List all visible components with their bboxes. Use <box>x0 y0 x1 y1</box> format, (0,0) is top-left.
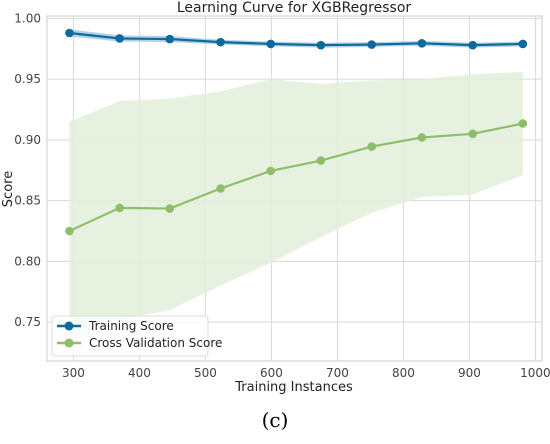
x-tick-label: 400 <box>128 366 151 380</box>
data-point-0 <box>316 40 326 50</box>
data-point-0 <box>518 39 528 49</box>
series-line-1 <box>68 122 524 233</box>
y-tick-label: 0.75 <box>14 315 41 329</box>
x-tick-labels: 300 400 500 600 700 800 900 1000 <box>62 366 550 380</box>
data-point-0 <box>65 28 74 38</box>
x-tick-label: 300 <box>62 366 85 380</box>
y-tick-label: 0.85 <box>14 194 41 208</box>
legend-marker-cv <box>64 338 74 348</box>
series-line-0 <box>69 31 523 47</box>
legend-label-cv: Cross Validation Score <box>89 336 222 350</box>
legend-marker-training <box>64 321 74 331</box>
data-point-0 <box>266 39 276 49</box>
data-point-0 <box>367 40 377 49</box>
y-tick-label: 0.80 <box>14 254 41 268</box>
panel-label: (c) <box>261 408 289 432</box>
x-tick-label: 1000 <box>520 366 550 380</box>
data-point-1 <box>266 166 276 176</box>
data-point-0 <box>216 37 225 47</box>
data-point-1 <box>115 203 124 213</box>
x-tick-label: 600 <box>260 366 283 380</box>
y-tick-label: 0.95 <box>14 72 41 86</box>
data-point-1 <box>518 119 528 128</box>
legend-box <box>51 315 209 357</box>
chart-title: Learning Curve for XGBRegressor <box>177 0 412 16</box>
data-point-1 <box>316 156 326 165</box>
data-point-0 <box>165 34 175 44</box>
data-point-1 <box>165 204 175 213</box>
legend-label-training: Training Score <box>88 319 174 333</box>
data-point-0 <box>417 39 427 48</box>
y-axis-label: Score <box>1 171 16 207</box>
data-point-0 <box>468 40 478 50</box>
series-points <box>65 28 528 236</box>
data-point-1 <box>367 142 377 151</box>
legend: Training Score Cross Validation Score <box>51 315 222 357</box>
y-tick-label: 1.00 <box>14 11 41 25</box>
data-point-1 <box>65 226 74 236</box>
x-tick-label: 700 <box>326 366 349 380</box>
x-tick-label: 500 <box>194 366 217 380</box>
y-tick-labels: 0.75 0.80 0.85 0.90 0.95 1.00 <box>14 11 41 329</box>
x-tick-label: 900 <box>458 366 481 380</box>
x-axis-label: Training Instances <box>234 380 353 395</box>
data-point-1 <box>468 129 478 139</box>
data-point-1 <box>216 184 225 193</box>
data-point-0 <box>115 34 124 43</box>
y-tick-label: 0.90 <box>14 133 41 147</box>
series-lines <box>68 31 524 233</box>
data-point-1 <box>417 133 427 142</box>
x-tick-label: 800 <box>392 366 415 380</box>
